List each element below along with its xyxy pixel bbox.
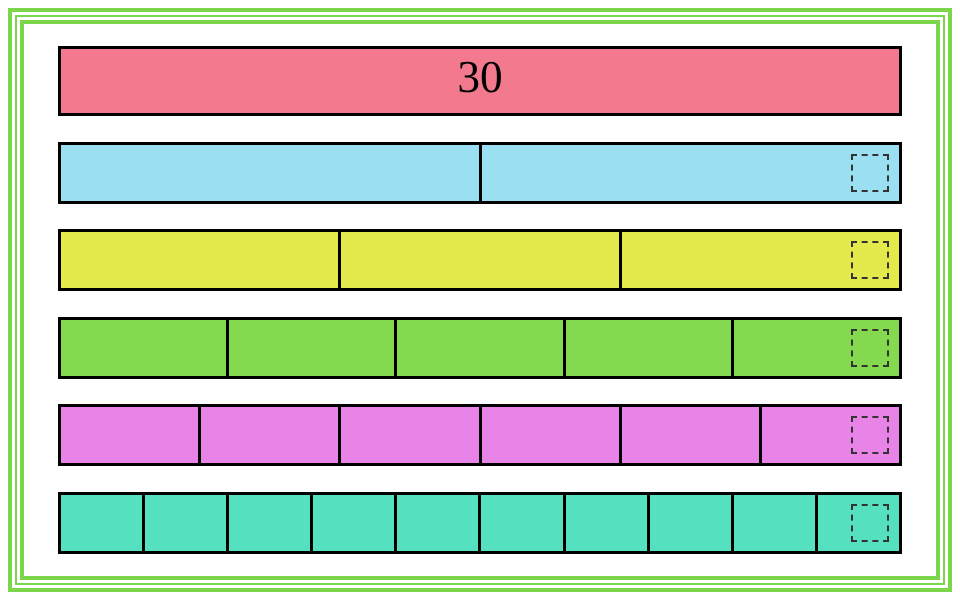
segment [229, 495, 313, 551]
segment [481, 495, 565, 551]
fraction-row-3 [58, 229, 902, 291]
segment [482, 145, 900, 201]
segment [341, 407, 481, 463]
answer-box[interactable] [851, 504, 889, 542]
segment [61, 495, 145, 551]
segment [734, 495, 818, 551]
segment [566, 320, 734, 376]
segment [201, 407, 341, 463]
segment [145, 495, 229, 551]
segment [61, 145, 482, 201]
segment [61, 232, 341, 288]
whole-number-label: 30 [61, 49, 899, 100]
segment [566, 495, 650, 551]
segment [622, 407, 762, 463]
segment [818, 495, 899, 551]
segment [61, 320, 229, 376]
answer-box[interactable] [851, 241, 889, 279]
segment [762, 407, 899, 463]
segment [229, 320, 397, 376]
segment [313, 495, 397, 551]
answer-box[interactable] [851, 154, 889, 192]
segment [482, 407, 622, 463]
fraction-row-10 [58, 492, 902, 554]
frame-outer: 30 [8, 8, 952, 592]
fraction-row-1: 30 [58, 46, 902, 116]
segment [397, 495, 481, 551]
frame-mid: 30 [15, 15, 945, 585]
segment [397, 320, 565, 376]
fraction-row-6 [58, 404, 902, 466]
segment [341, 232, 621, 288]
fraction-rows-container: 30 [58, 46, 902, 554]
frame-inner: 30 [20, 20, 940, 580]
segment [650, 495, 734, 551]
segment [734, 320, 899, 376]
segment [61, 407, 201, 463]
fraction-row-5 [58, 317, 902, 379]
answer-box[interactable] [851, 329, 889, 367]
segment: 30 [61, 49, 899, 113]
answer-box[interactable] [851, 416, 889, 454]
fraction-row-2 [58, 142, 902, 204]
segment [622, 232, 899, 288]
